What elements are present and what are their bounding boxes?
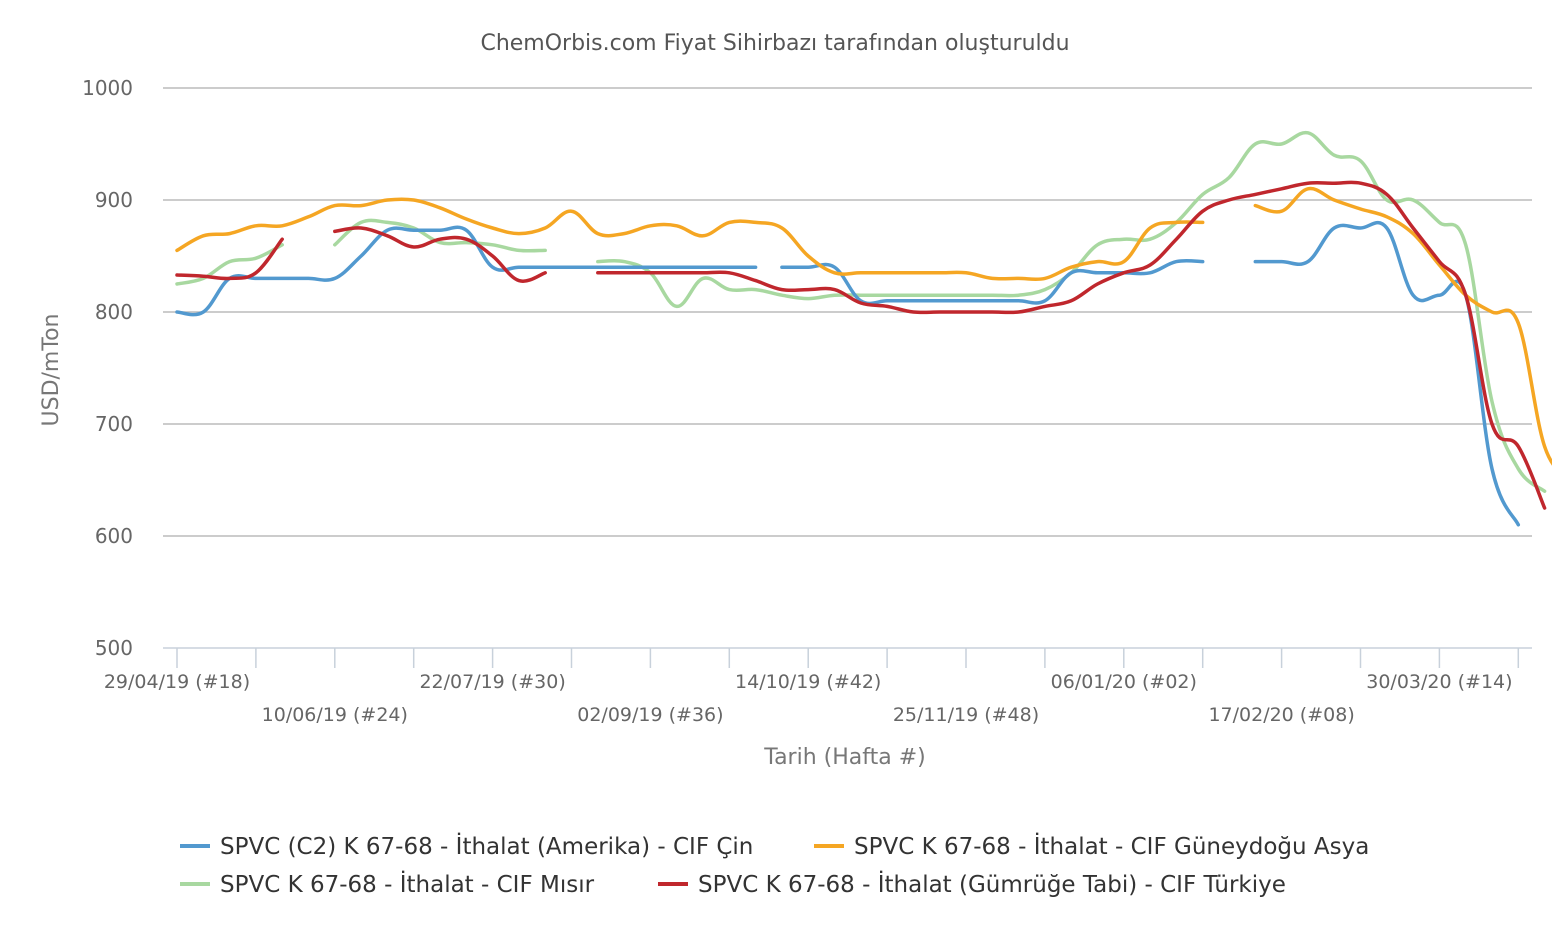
y-tick-label: 900 <box>95 188 133 212</box>
series-line <box>175 197 1205 282</box>
x-tick-label: 22/07/19 (#30) <box>419 671 565 693</box>
x-axis: 29/04/19 (#18) 10/06/19 (#24) 22/07/19 (#3… <box>104 647 1532 726</box>
legend-item[interactable]: SPVC K 67-68 - İthalat (Gümrüğe Tabi) - … <box>658 870 1286 898</box>
x-tick-label: 10/06/19 (#24) <box>262 704 408 726</box>
y-tick-label: 800 <box>95 300 133 324</box>
y-tick-label: 1000 <box>82 76 133 100</box>
y-axis-title: USD/mTon <box>39 314 64 427</box>
legend-item[interactable]: SPVC (C2) K 67-68 - İthalat (Amerika) - … <box>180 832 753 860</box>
series-line <box>333 226 547 283</box>
series-line <box>596 180 1547 510</box>
series-line <box>175 243 284 286</box>
gridlines <box>163 87 1532 537</box>
x-tick-label: 30/03/20 (#14) <box>1366 671 1512 693</box>
series-line <box>1253 220 1521 527</box>
x-tick-label: 14/10/19 (#42) <box>735 671 881 693</box>
legend-label: SPVC K 67-68 - İthalat (Gümrüğe Tabi) - … <box>698 870 1286 898</box>
legend-item[interactable]: SPVC K 67-68 - İthalat - CIF Mısır <box>180 870 595 898</box>
series-line <box>175 225 758 317</box>
x-tick-label: 02/09/19 (#36) <box>577 704 723 726</box>
x-tick-label: 06/01/20 (#02) <box>1051 671 1197 693</box>
series-1 <box>175 220 1521 527</box>
legend-label: SPVC K 67-68 - İthalat - CIF Güneydoğu A… <box>854 832 1369 860</box>
legend-label: SPVC (C2) K 67-68 - İthalat (Amerika) - … <box>220 832 753 860</box>
x-axis-title: Tarih (Hafta #) <box>763 745 925 770</box>
y-tick-labels: 500 600 700 800 900 1000 <box>82 76 133 660</box>
series-line <box>333 218 547 253</box>
legend: SPVC (C2) K 67-68 - İthalat (Amerika) - … <box>180 832 1369 898</box>
y-tick-label: 700 <box>95 412 133 436</box>
x-tick-label: 25/11/19 (#48) <box>893 704 1039 726</box>
x-tick-label: 29/04/19 (#18) <box>104 671 250 693</box>
series-4 <box>175 180 1547 510</box>
series-line <box>780 258 1205 306</box>
series-line <box>175 237 284 281</box>
series-lines <box>175 130 1552 527</box>
x-tick-label: 17/02/20 (#08) <box>1208 704 1354 726</box>
y-tick-label: 500 <box>95 636 133 660</box>
series-2 <box>175 186 1552 466</box>
y-tick-label: 600 <box>95 524 133 548</box>
series-line <box>1253 186 1552 466</box>
legend-label: SPVC K 67-68 - İthalat - CIF Mısır <box>220 870 595 898</box>
legend-item[interactable]: SPVC K 67-68 - İthalat - CIF Güneydoğu A… <box>814 832 1369 860</box>
chart-title: ChemOrbis.com Fiyat Sihirbazı tarafından… <box>480 31 1069 56</box>
